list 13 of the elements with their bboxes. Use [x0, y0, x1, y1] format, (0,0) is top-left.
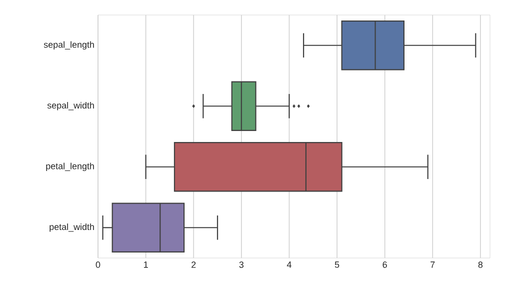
y-tick-label: sepal_length [44, 41, 94, 50]
x-tick-label: 7 [430, 262, 435, 268]
x-tick-label: 3 [239, 262, 244, 268]
x-tick-label: 8 [478, 262, 483, 268]
x-tick-label: 2 [192, 262, 196, 268]
x-tick-label: 4 [286, 262, 292, 268]
x-tick-label: 5 [334, 262, 340, 268]
x-tick-label: 6 [382, 262, 387, 268]
y-tick-label: petal_width [50, 223, 94, 232]
x-tick-label: 0 [96, 262, 100, 268]
y-tick-label: petal_length [46, 162, 94, 172]
y-tick-label: sepal_width [47, 102, 94, 110]
x-tick-label: 1 [144, 262, 148, 268]
